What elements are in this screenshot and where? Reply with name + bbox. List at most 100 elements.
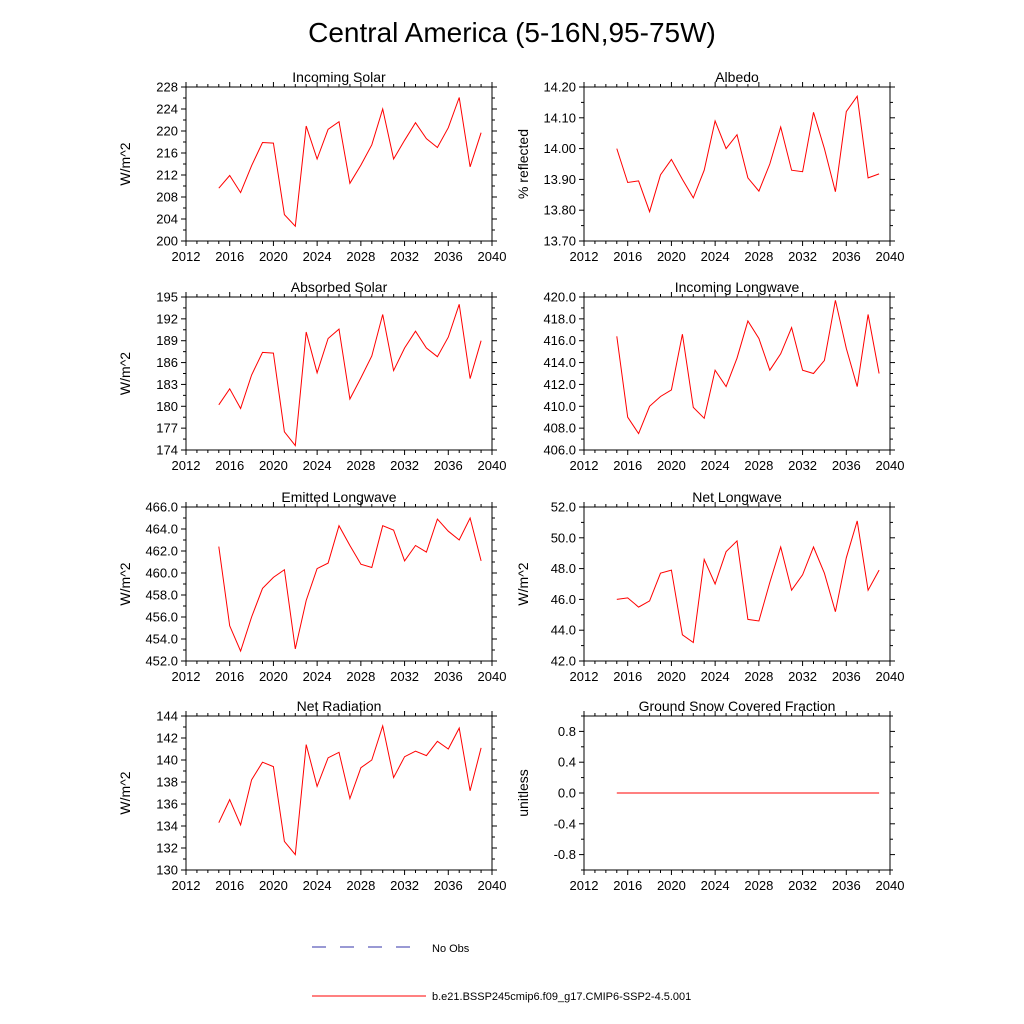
x-tick-label: 2032	[788, 669, 817, 684]
model-series-line	[218, 723, 482, 856]
x-tick-label: 2020	[259, 249, 288, 264]
x-tick-label: 2020	[259, 458, 288, 473]
x-tick-label: 2024	[303, 669, 332, 684]
x-tick-label: 2032	[788, 249, 817, 264]
x-tick-label: 2032	[390, 249, 419, 264]
y-tick-label: 410.0	[543, 399, 576, 414]
chart-title: Ground Snow Covered Fraction	[639, 698, 836, 714]
chart-title: Incoming Solar	[292, 69, 386, 85]
chart-panel-6: Net Longwave W/m^2 2012 2016 2020 2024 2028 203…	[515, 489, 904, 684]
x-tick-label: 2040	[876, 878, 905, 893]
chart-panel-3: Absorbed Solar W/m^2 2012 2016 2020 2024 2028 2…	[117, 279, 506, 473]
y-tick-label: 14.00	[543, 141, 576, 156]
plot-frame	[583, 506, 891, 662]
legend-obs-label: No Obs	[432, 943, 470, 955]
y-tick-label: 42.0	[551, 654, 576, 669]
x-tick-label: 2020	[259, 669, 288, 684]
x-tick-label: 2028	[346, 878, 375, 893]
plot-frame	[185, 715, 493, 871]
x-tick-label: 2024	[303, 878, 332, 893]
y-tick-label: 183	[156, 377, 178, 392]
y-tick-label: 460.0	[145, 566, 178, 581]
legend-model-label: b.e21.BSSP245cmip6.f09_g17.CMIP6-SSP2-4.…	[432, 991, 691, 1003]
x-tick-label: 2040	[876, 458, 905, 473]
y-tick-label: 13.80	[543, 203, 576, 218]
model-series-line	[218, 304, 482, 447]
y-tick-label: 174	[156, 443, 178, 458]
y-tick-label: 454.0	[145, 632, 178, 647]
x-tick-label: 2012	[570, 878, 599, 893]
x-tick-label: 2024	[303, 458, 332, 473]
plot-frame	[583, 296, 891, 451]
x-tick-label: 2040	[478, 249, 507, 264]
y-tick-label: 195	[156, 290, 178, 305]
chart-panel-2: Albedo % reflected 2012 2016 2020 2024 2028 203…	[515, 69, 904, 264]
y-axis-label: W/m^2	[515, 562, 531, 605]
chart-title: Emitted Longwave	[281, 489, 396, 505]
y-tick-label: 142	[156, 731, 178, 746]
chart-panel-1: Incoming Solar W/m^2 2012 2016 2020 2024 2028 2…	[117, 69, 506, 264]
x-tick-label: 2024	[701, 458, 730, 473]
x-tick-label: 2020	[657, 669, 686, 684]
y-tick-label: 414.0	[543, 355, 576, 370]
chart-panel-5: Emitted Longwave W/m^2 2012 2016 2020 2024 202…	[117, 489, 506, 684]
y-tick-label: 46.0	[551, 592, 576, 607]
y-tick-label: 132	[156, 841, 178, 856]
y-tick-label: 456.0	[145, 610, 178, 625]
y-tick-label: 186	[156, 355, 178, 370]
x-tick-label: 2016	[215, 458, 244, 473]
y-axis-label: % reflected	[515, 129, 531, 199]
chart-panels: Incoming Solar W/m^2 2012 2016 2020 2024 2028 2…	[117, 69, 904, 893]
y-tick-label: 420.0	[543, 290, 576, 305]
x-tick-label: 2012	[172, 669, 201, 684]
y-tick-label: 216	[156, 146, 178, 161]
x-tick-label: 2036	[832, 669, 861, 684]
y-tick-label: 13.70	[543, 234, 576, 249]
model-series-line	[616, 300, 880, 435]
y-tick-label: 224	[156, 102, 178, 117]
x-tick-label: 2036	[832, 249, 861, 264]
y-tick-label: 130	[156, 863, 178, 878]
y-tick-label: 462.0	[145, 544, 178, 559]
plot-frame	[185, 506, 493, 662]
y-tick-label: 14.20	[543, 80, 576, 95]
x-tick-label: 2024	[701, 249, 730, 264]
chart-title: Albedo	[715, 69, 759, 85]
y-axis-label: W/m^2	[117, 562, 133, 605]
y-tick-label: 212	[156, 168, 178, 183]
y-tick-label: 136	[156, 797, 178, 812]
y-tick-label: 408.0	[543, 421, 576, 436]
x-tick-label: 2012	[172, 249, 201, 264]
x-tick-label: 2028	[346, 669, 375, 684]
y-tick-label: 220	[156, 124, 178, 139]
y-tick-label: 228	[156, 80, 178, 95]
x-tick-label: 2040	[876, 249, 905, 264]
x-tick-label: 2012	[172, 878, 201, 893]
x-tick-label: 2036	[832, 458, 861, 473]
y-tick-label: 406.0	[543, 443, 576, 458]
x-tick-label: 2024	[701, 878, 730, 893]
y-axis-label: unitless	[515, 769, 531, 816]
y-tick-label: 208	[156, 190, 178, 205]
y-tick-label: 44.0	[551, 623, 576, 638]
chart-title: Absorbed Solar	[291, 279, 388, 295]
y-tick-label: 48.0	[551, 561, 576, 576]
x-tick-label: 2028	[744, 249, 773, 264]
y-tick-label: 464.0	[145, 522, 178, 537]
x-tick-label: 2032	[788, 878, 817, 893]
y-tick-label: 180	[156, 399, 178, 414]
x-tick-label: 2040	[478, 458, 507, 473]
x-tick-label: 2020	[657, 458, 686, 473]
x-tick-label: 2036	[832, 878, 861, 893]
y-tick-label: 452.0	[145, 654, 178, 669]
x-tick-label: 2012	[570, 249, 599, 264]
figure-title: Central America (5-16N,95-75W)	[308, 17, 716, 48]
x-tick-label: 2028	[744, 669, 773, 684]
plot-frame	[583, 86, 891, 242]
x-tick-label: 2020	[657, 249, 686, 264]
model-series-line	[616, 94, 880, 214]
y-tick-label: 13.90	[543, 172, 576, 187]
y-tick-label: 418.0	[543, 311, 576, 326]
x-tick-label: 2036	[434, 249, 463, 264]
